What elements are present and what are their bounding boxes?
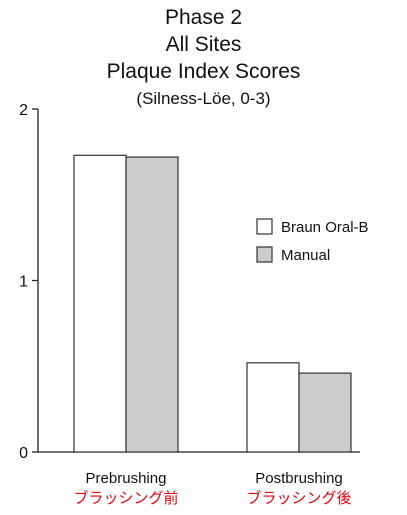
x-category-label-jp: ブラッシング前	[73, 489, 178, 507]
legend-swatch-braun	[256, 218, 273, 235]
legend-swatch-manual	[256, 246, 273, 263]
chart-subtitle: (Silness-Löe, 0-3)	[136, 89, 271, 108]
chart-title-line-2: All Sites	[165, 33, 242, 56]
y-tick-label: 2	[19, 102, 28, 119]
y-tick-label: 1	[19, 274, 28, 291]
chart-title-block: Phase 2 All Sites Plaque Index Scores (S…	[0, 4, 407, 113]
bar-braun-0	[73, 154, 127, 453]
x-category-label: Prebrushing	[86, 470, 167, 487]
x-category-label: Postbrushing	[255, 470, 343, 487]
bar-braun-1	[246, 362, 300, 453]
legend-label-manual: Manual	[281, 247, 330, 264]
bar-manual-0	[125, 156, 179, 453]
legend-label-braun: Braun Oral-B	[281, 219, 369, 236]
chart-title-line-1: Phase 2	[164, 6, 243, 29]
chart-title-line-3: Plaque Index Scores	[106, 60, 301, 83]
y-tick-label: 0	[19, 445, 28, 462]
bar-manual-1	[298, 372, 352, 453]
x-category-label-jp: ブラッシング後	[246, 489, 351, 507]
